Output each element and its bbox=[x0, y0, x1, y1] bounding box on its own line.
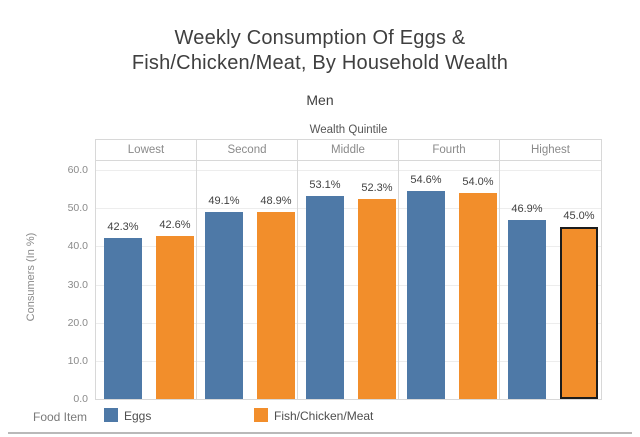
y-tick-label-30-0: 30.0 bbox=[67, 279, 88, 291]
chart-title-line-2: Fish/Chicken/Meat, By Household Wealth bbox=[131, 52, 509, 74]
pane-row: 42.3% 42.6% 49.1% 48.9% 53.1% 52.3% 54.6% 54.0%… bbox=[96, 161, 601, 399]
legend-swatch-eggs[interactable] bbox=[104, 408, 118, 422]
pane-lowest: 42.3% 42.6% bbox=[96, 161, 197, 399]
bar-eggs-second[interactable] bbox=[205, 212, 243, 399]
bar-value-label-fish-chicken-meat-highest: 45.0% bbox=[563, 210, 595, 222]
bar-value-label-fish-chicken-meat-second: 48.9% bbox=[260, 195, 292, 207]
y-tick-label-40-0: 40.0 bbox=[67, 240, 88, 252]
bar-eggs-highest[interactable] bbox=[508, 220, 546, 399]
y-tick-label-50-0: 50.0 bbox=[67, 202, 88, 214]
chart-title-line-1: Weekly Consumption Of Eggs & bbox=[174, 27, 466, 49]
pane-second: 49.1% 48.9% bbox=[197, 161, 298, 399]
plot-area: Lowest Second Middle Fourth Highest 42.3% 42.… bbox=[95, 139, 602, 400]
plot-body: 42.3% 42.6% 49.1% 48.9% 53.1% 52.3% 54.6% 54.0%… bbox=[96, 161, 601, 399]
y-tick-label-20-0: 20.0 bbox=[67, 317, 88, 329]
bar-value-label-fish-chicken-meat-fourth: 54.0% bbox=[462, 176, 494, 188]
pane-highest: 46.9% 45.0% bbox=[500, 161, 601, 399]
bar-eggs-lowest[interactable] bbox=[104, 238, 142, 399]
bar-fish-chicken-meat-highest[interactable] bbox=[560, 227, 598, 399]
bar-fish-chicken-meat-fourth[interactable] bbox=[459, 193, 497, 399]
gridline bbox=[96, 361, 601, 362]
bar-value-label-eggs-highest: 46.9% bbox=[511, 203, 543, 215]
gridline bbox=[96, 285, 601, 286]
column-header-fourth: Fourth bbox=[399, 140, 500, 160]
gridline bbox=[96, 246, 601, 247]
legend-title: Food Item bbox=[33, 410, 88, 424]
y-tick-label-60-0: 60.0 bbox=[67, 164, 88, 176]
y-tick-label-10-0: 10.0 bbox=[67, 355, 88, 367]
gridline bbox=[96, 170, 601, 171]
legend-label-eggs[interactable]: Eggs bbox=[124, 409, 152, 423]
y-axis-title: Consumers (In %) bbox=[25, 232, 37, 322]
bar-value-label-eggs-lowest: 42.3% bbox=[107, 221, 139, 233]
bar-eggs-fourth[interactable] bbox=[407, 191, 445, 399]
bar-fish-chicken-meat-lowest[interactable] bbox=[156, 236, 194, 399]
chart-subtitle: Men bbox=[306, 92, 334, 108]
bar-eggs-middle[interactable] bbox=[306, 196, 344, 399]
bottom-divider bbox=[8, 432, 632, 434]
pane-middle: 53.1% 52.3% bbox=[298, 161, 399, 399]
legend-label-fish-chicken-meat[interactable]: Fish/Chicken/Meat bbox=[274, 409, 374, 423]
bar-value-label-eggs-fourth: 54.6% bbox=[410, 174, 442, 186]
bar-fish-chicken-meat-second[interactable] bbox=[257, 212, 295, 399]
bar-value-label-fish-chicken-meat-lowest: 42.6% bbox=[159, 219, 191, 231]
column-header-second: Second bbox=[197, 140, 298, 160]
bar-value-label-eggs-second: 49.1% bbox=[208, 195, 240, 207]
chart-title: Weekly Consumption Of Eggs & Fish/Chicke… bbox=[0, 26, 640, 76]
gridline bbox=[96, 323, 601, 324]
bar-value-label-eggs-middle: 53.1% bbox=[309, 179, 341, 191]
column-header-highest: Highest bbox=[531, 144, 570, 156]
column-header-lowest: Lowest bbox=[96, 140, 197, 160]
pane-fourth: 54.6% 54.0% bbox=[399, 161, 500, 399]
column-headers: Lowest Second Middle Fourth Highest bbox=[96, 140, 601, 161]
y-tick-label-0-0: 0.0 bbox=[73, 393, 88, 405]
legend-swatch-fish-chicken-meat[interactable] bbox=[254, 408, 268, 422]
bar-fish-chicken-meat-middle[interactable] bbox=[358, 199, 396, 399]
column-field-label: Wealth Quintile bbox=[309, 124, 388, 136]
column-header-middle: Middle bbox=[298, 140, 399, 160]
bar-value-label-fish-chicken-meat-middle: 52.3% bbox=[361, 182, 393, 194]
gridline bbox=[96, 208, 601, 209]
